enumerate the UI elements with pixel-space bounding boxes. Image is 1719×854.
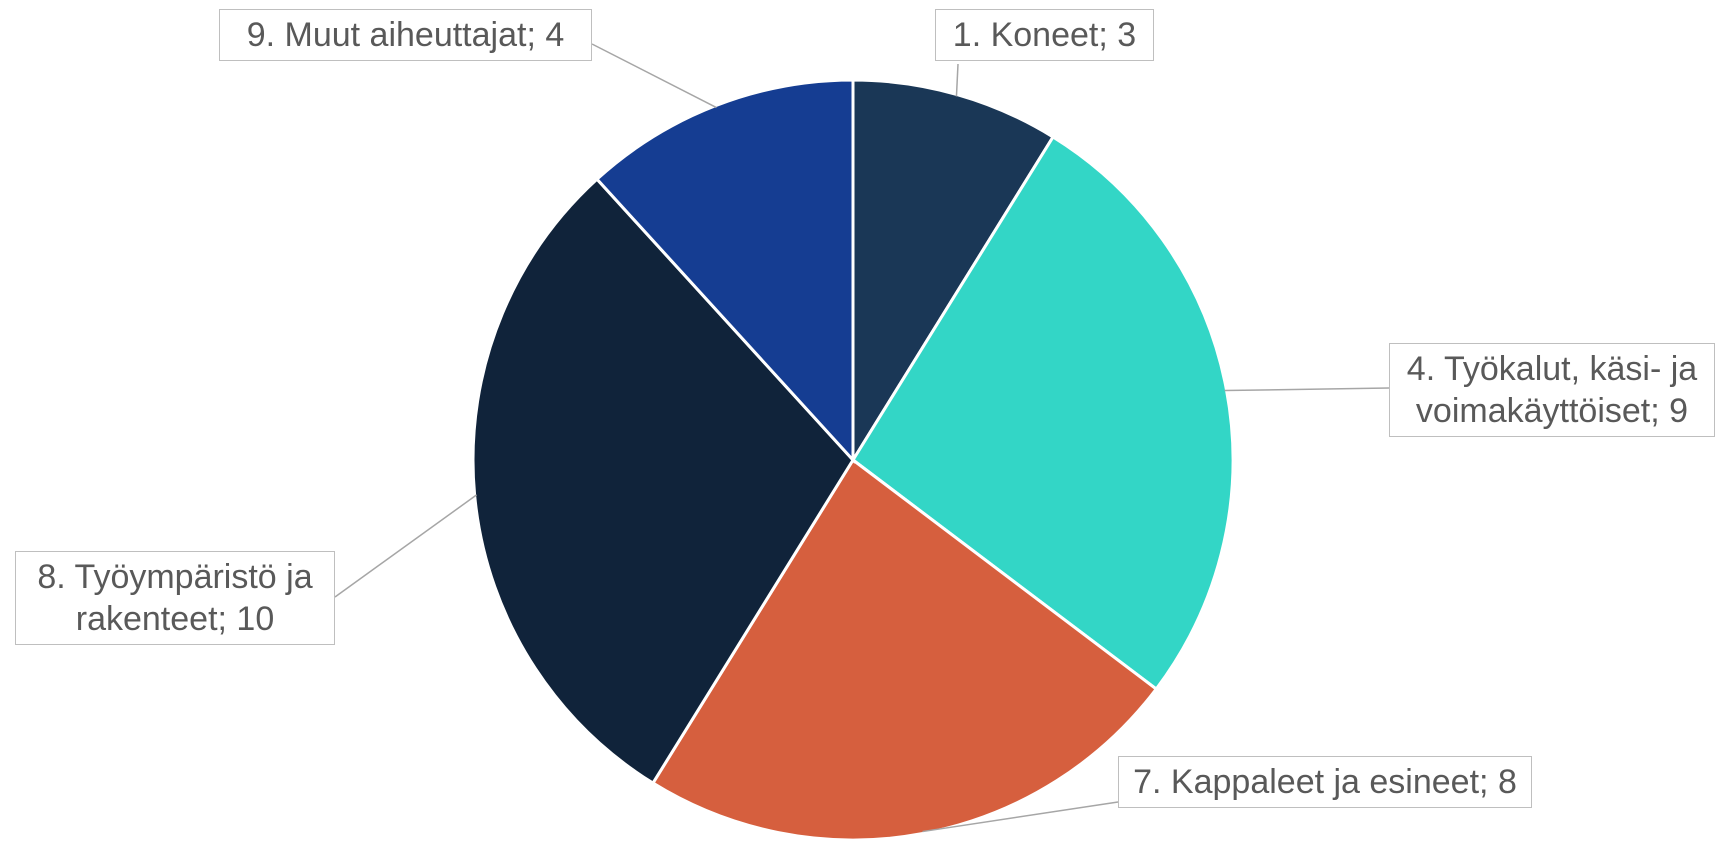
- label-value: 10: [236, 600, 275, 638]
- pie-slice: [594, 78, 855, 464]
- label-category: 4. Työkalut, käsi- ja voimakäyttöiset: [1406, 350, 1698, 430]
- label-separator: ;: [526, 16, 546, 54]
- leader-line: [1224, 387, 1390, 392]
- leader-line: [922, 801, 1119, 833]
- data-label: 9. Muut aiheuttajat; 4: [219, 9, 592, 61]
- leader-line: [591, 43, 717, 109]
- label-category: 8. Työympäristö ja rakenteet: [37, 558, 313, 638]
- data-label: 8. Työympäristö ja rakenteet; 10: [15, 551, 335, 645]
- label-category: 1. Koneet: [952, 16, 1099, 54]
- leader-line: [955, 63, 959, 97]
- label-separator: ;: [1098, 16, 1118, 54]
- data-label: 4. Työkalut, käsi- ja voimakäyttöiset; 9: [1389, 343, 1715, 437]
- label-value: 9: [1669, 392, 1689, 430]
- label-separator: ;: [1479, 763, 1498, 801]
- label-category: 9. Muut aiheuttajat: [246, 16, 527, 54]
- label-separator: ;: [217, 600, 237, 638]
- leader-line: [334, 494, 478, 598]
- label-category: 7. Kappaleet ja esineet: [1133, 763, 1480, 801]
- label-value: 8: [1497, 763, 1517, 801]
- data-label: 1. Koneet; 3: [935, 9, 1154, 61]
- label-separator: ;: [1650, 392, 1670, 430]
- pie-slice: [471, 177, 855, 786]
- pie-slice: [650, 457, 1159, 842]
- label-value: 4: [545, 16, 565, 54]
- data-label: 7. Kappaleet ja esineet; 8: [1118, 756, 1532, 808]
- label-value: 3: [1117, 16, 1137, 54]
